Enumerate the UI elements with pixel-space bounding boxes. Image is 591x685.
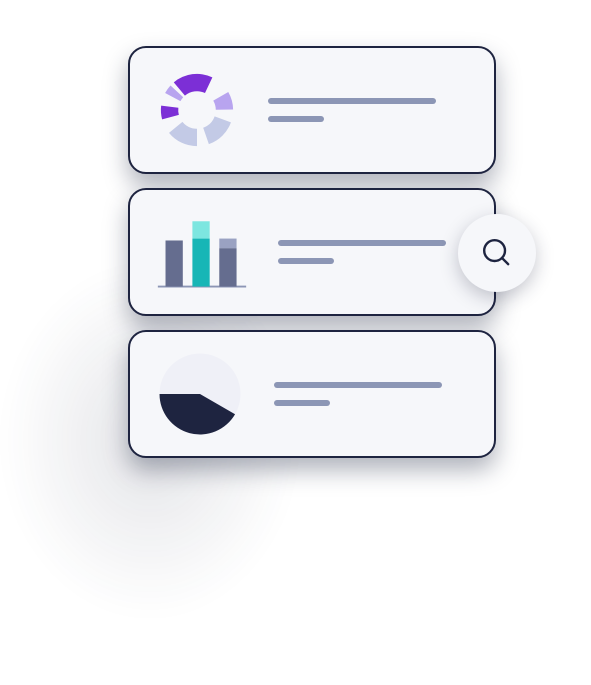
card-donut [128, 46, 496, 174]
pie-chart-icon [154, 348, 246, 440]
placeholder-line-long [274, 382, 442, 388]
placeholder-lines [278, 240, 446, 264]
placeholder-line-long [268, 98, 436, 104]
placeholder-line-short [278, 258, 334, 264]
placeholder-line-long [278, 240, 446, 246]
placeholder-lines [274, 382, 442, 406]
search-badge[interactable] [458, 214, 536, 292]
placeholder-line-short [274, 400, 330, 406]
placeholder-lines [268, 98, 436, 122]
bar-chart-icon [154, 213, 250, 291]
search-icon [477, 233, 517, 273]
donut-chart-icon [154, 67, 240, 153]
card-stack [128, 46, 496, 458]
placeholder-line-short [268, 116, 324, 122]
card-bar [128, 188, 496, 316]
card-pie [128, 330, 496, 458]
